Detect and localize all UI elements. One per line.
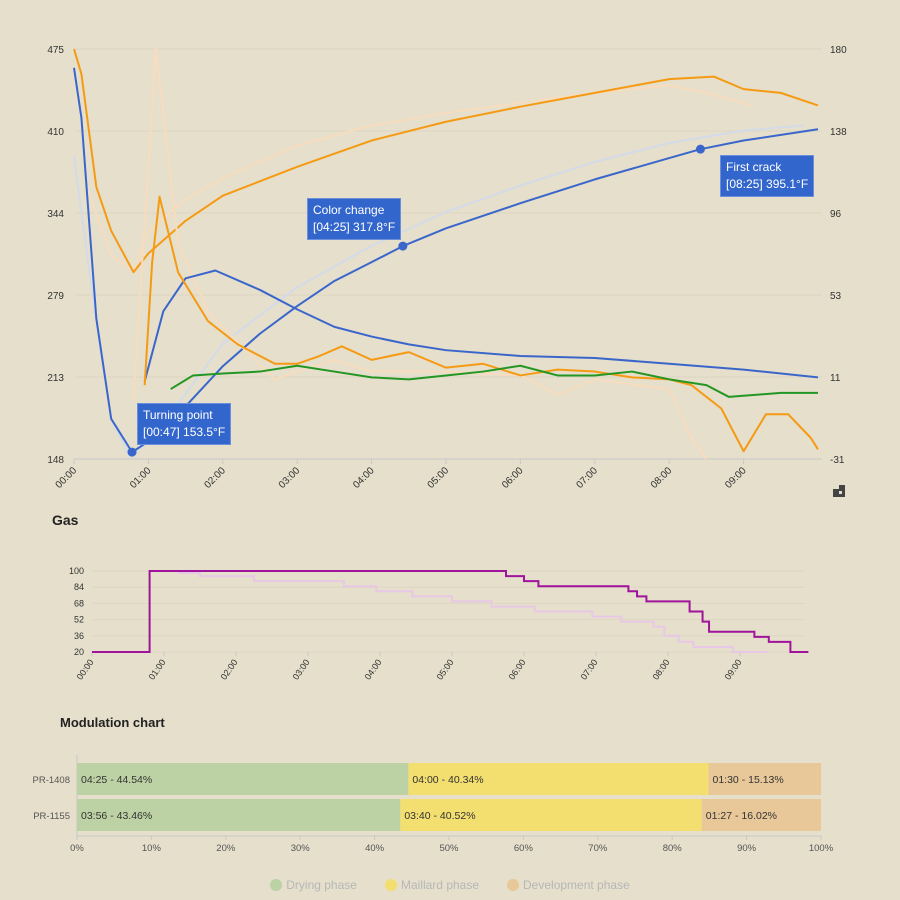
gas-y-tick-label: 52	[74, 615, 84, 625]
gas-y-tick-label: 84	[74, 582, 84, 592]
mod-row-label: PR-1408	[33, 775, 71, 786]
callout-label: Color change	[313, 203, 385, 217]
gas-chart-title: Gas	[52, 512, 79, 528]
y-right-tick-label: 180	[830, 45, 847, 56]
mod-x-tick-label: 10%	[142, 843, 162, 854]
series-env-temp	[73, 48, 819, 274]
gas-y-tick-label: 100	[69, 566, 84, 576]
gas-x-tick-label: 06:00	[507, 657, 528, 681]
logo-icon	[831, 483, 847, 499]
y-left-tick-label: 279	[47, 291, 64, 302]
y-left-tick-label: 148	[47, 455, 64, 466]
legend-item-drying[interactable]: Drying phase	[270, 878, 357, 892]
x-tick-label: 03:00	[277, 465, 303, 491]
annotation-marker	[695, 144, 705, 154]
mod-x-tick-label: 60%	[514, 843, 534, 854]
mod-bar-segment	[408, 763, 709, 795]
callout-turning-point: Turning point [00:47] 153.5°F	[137, 403, 232, 445]
x-tick-label: 01:00	[128, 465, 154, 491]
mod-bar-segment	[400, 799, 702, 831]
mod-x-tick-label: 100%	[809, 843, 834, 854]
x-tick-label: 08:00	[649, 465, 675, 491]
series-ror-bean	[143, 269, 819, 382]
annotation-marker	[398, 241, 408, 251]
series-bean-temp	[73, 67, 819, 454]
modulation-chart-title: Modulation chart	[60, 715, 165, 730]
gas-y-tick-label: 20	[74, 647, 84, 657]
series-bean-temp-ref	[73, 124, 804, 458]
series-env-temp-ref	[87, 84, 752, 272]
mod-x-tick-label: 30%	[291, 843, 311, 854]
gas-y-tick-label: 68	[74, 598, 84, 608]
y-right-tick-label: 138	[830, 127, 847, 138]
y-right-tick-label: 11	[830, 373, 841, 384]
callout-value: [04:25] 317.8°F	[313, 220, 396, 234]
gas-x-tick-label: 04:00	[363, 657, 384, 681]
gas-x-tick-label: 07:00	[579, 657, 600, 681]
callout-color-change: Color change [04:25] 317.8°F	[307, 198, 402, 240]
series-ror-env	[143, 195, 819, 453]
callout-label: First crack	[726, 160, 782, 174]
x-tick-label: 02:00	[202, 465, 228, 491]
modulation-legend: Drying phase Maillard phase Development …	[0, 878, 900, 892]
mod-x-tick-label: 70%	[588, 843, 608, 854]
gas-x-tick-label: 05:00	[435, 657, 456, 681]
gas-series-gas	[92, 570, 809, 653]
maillard-swatch-icon	[384, 879, 397, 891]
y-right-tick-label: 53	[830, 291, 842, 302]
mod-x-tick-label: 0%	[70, 843, 84, 854]
callout-first-crack: First crack [08:25] 395.1°F	[720, 155, 815, 197]
mod-bar-label: 04:25 - 44.54%	[81, 774, 152, 786]
mod-x-tick-label: 90%	[737, 843, 757, 854]
development-swatch-icon	[507, 879, 520, 891]
annotation-marker	[127, 447, 137, 457]
x-tick-label: 05:00	[426, 465, 452, 491]
mod-bar-segment	[708, 763, 822, 795]
mod-x-tick-label: 80%	[663, 843, 683, 854]
x-tick-label: 06:00	[500, 465, 526, 491]
y-left-tick-label: 213	[47, 373, 64, 384]
gas-x-tick-label: 03:00	[291, 657, 312, 681]
mod-bar-label: 03:40 - 40.52%	[404, 810, 475, 822]
x-tick-label: 04:00	[351, 465, 377, 491]
mod-bar-segment	[77, 799, 401, 831]
mod-x-tick-label: 50%	[439, 843, 459, 854]
gas-y-tick-label: 36	[74, 631, 84, 641]
gas-x-tick-label: 09:00	[723, 657, 744, 681]
mod-bar-label: 04:00 - 40.34%	[412, 774, 483, 786]
x-tick-label: 00:00	[54, 465, 80, 491]
y-right-tick-label: 96	[830, 209, 842, 220]
callout-label: Turning point	[143, 408, 213, 422]
legend-item-development[interactable]: Development phase	[507, 878, 630, 892]
callout-value: [00:47] 153.5°F	[143, 425, 226, 439]
mod-row-label: PR-1155	[33, 811, 70, 822]
mod-bar-label: 01:30 - 15.13%	[713, 774, 784, 786]
series-ror-green	[170, 364, 818, 398]
gas-x-tick-label: 08:00	[651, 657, 672, 681]
mod-bar-segment	[701, 799, 821, 831]
gas-series-gas-ref	[149, 570, 769, 653]
y-right-tick-label: -31	[830, 455, 845, 466]
x-tick-label: 09:00	[723, 465, 749, 491]
mod-bar-label: 03:56 - 43.46%	[81, 810, 152, 822]
drying-swatch-icon	[270, 879, 283, 891]
gas-x-tick-label: 02:00	[219, 657, 240, 681]
y-left-tick-label: 475	[47, 45, 64, 56]
gas-x-tick-label: 01:00	[147, 657, 168, 681]
series-ror-ref	[132, 48, 708, 460]
mod-bar-label: 01:27 - 16.02%	[706, 810, 777, 822]
callout-value: [08:25] 395.1°F	[726, 177, 809, 191]
mod-bar-segment	[77, 763, 409, 795]
y-left-tick-label: 410	[47, 127, 64, 138]
gas-x-tick-label: 00:00	[75, 657, 96, 681]
mod-x-tick-label: 40%	[365, 843, 385, 854]
legend-item-maillard[interactable]: Maillard phase	[384, 878, 479, 892]
mod-x-tick-label: 20%	[216, 843, 236, 854]
x-tick-label: 07:00	[574, 465, 600, 491]
y-left-tick-label: 344	[47, 209, 64, 220]
